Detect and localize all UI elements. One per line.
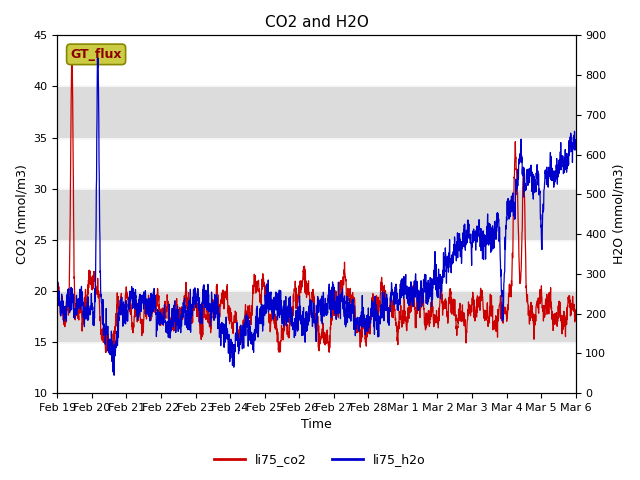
Bar [58,86,575,138]
Y-axis label: CO2 (mmol/m3): CO2 (mmol/m3) [15,164,28,264]
Text: GT_flux: GT_flux [70,48,122,61]
Legend: li75_co2, li75_h2o: li75_co2, li75_h2o [209,448,431,471]
Title: CO2 and H2O: CO2 and H2O [264,15,369,30]
Bar [58,291,575,342]
Y-axis label: H2O (mmol/m3): H2O (mmol/m3) [612,164,625,264]
X-axis label: Time: Time [301,419,332,432]
Bar [58,189,575,240]
